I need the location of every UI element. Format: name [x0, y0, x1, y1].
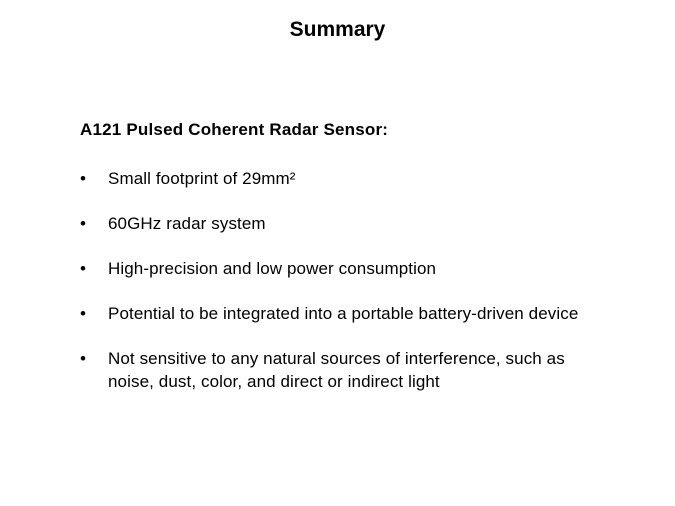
bullet-item: Not sensitive to any natural sources of …: [108, 348, 588, 394]
bullet-item: High-precision and low power consumption: [108, 258, 588, 281]
subheading: A121 Pulsed Coherent Radar Sensor:: [80, 120, 595, 140]
content-area: A121 Pulsed Coherent Radar Sensor: Small…: [0, 42, 675, 394]
bullet-item: Potential to be integrated into a portab…: [108, 303, 588, 326]
slide-title: Summary: [0, 0, 675, 42]
bullet-item: Small footprint of 29mm²: [108, 168, 588, 191]
bullet-item: 60GHz radar system: [108, 213, 588, 236]
bullet-list: Small footprint of 29mm² 60GHz radar sys…: [80, 168, 595, 394]
